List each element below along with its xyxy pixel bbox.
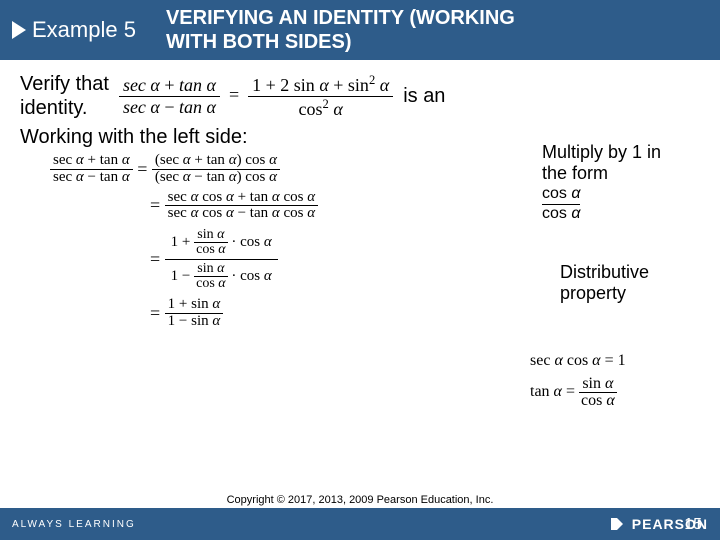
page-number: 15	[684, 516, 702, 534]
slide-header: Example 5 VERIFYING AN IDENTITY (WORKING…	[0, 0, 720, 60]
verify-text-left: Verify that identity.	[20, 72, 109, 120]
is-an-text: is an	[403, 85, 445, 108]
identity-tan: tan α = sin αcos α	[530, 376, 700, 409]
slide-title: VERIFYING AN IDENTITY (WORKING WITH BOTH…	[166, 6, 515, 54]
identity-sec-cos: sec α cos α = 1	[530, 352, 700, 370]
annotation-identities: sec α cos α = 1 tan α = sin αcos α	[530, 352, 700, 415]
annotation-distributive: Distributive property	[560, 262, 680, 303]
annotation-multiply-by-1: Multiply by 1 in the form cos αcos α	[542, 142, 692, 223]
slide-content: Verify that identity. sec α + tan α sec …	[0, 60, 720, 330]
title-line-1: VERIFYING AN IDENTITY (WORKING	[166, 7, 515, 29]
copyright-text: Copyright © 2017, 2013, 2009 Pearson Edu…	[227, 494, 494, 506]
play-triangle-icon	[12, 21, 26, 39]
title-line-2: WITH BOTH SIDES)	[166, 31, 352, 53]
always-learning: ALWAYS LEARNING	[12, 519, 136, 530]
footer-bar: ALWAYS LEARNING PEARSON 15	[0, 508, 720, 540]
main-equation: sec α + tan α sec α − tan α = 1 + 2 sin …	[119, 73, 393, 119]
verify-row: Verify that identity. sec α + tan α sec …	[20, 72, 700, 120]
example-label: Example 5	[32, 17, 136, 43]
